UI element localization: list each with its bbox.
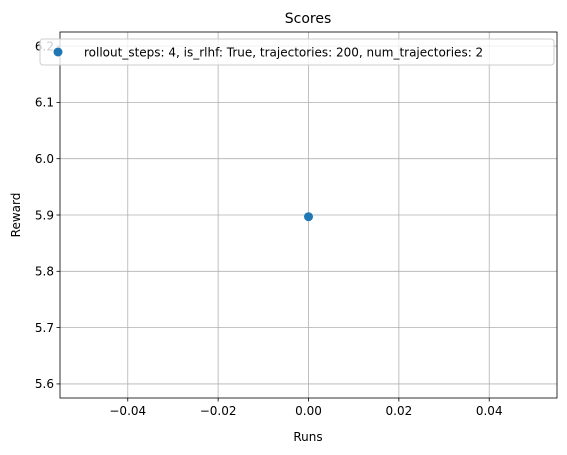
y-tick-label: 5.6 (35, 377, 54, 391)
x-axis-ticks: −0.04 −0.02 0.00 0.02 0.04 (109, 398, 503, 418)
data-points (304, 212, 313, 222)
y-tick-label: 6.0 (35, 152, 54, 166)
data-point (304, 212, 313, 222)
legend-label: rollout_steps: 4, is_rlhf: True, traject… (84, 46, 483, 60)
legend-box (39, 38, 555, 66)
chart-title: Scores (285, 11, 332, 27)
legend: rollout_steps: 4, is_rlhf: True, traject… (39, 38, 555, 66)
x-tick-label: −0.02 (200, 404, 237, 418)
y-axis-label: Reward (9, 193, 23, 238)
x-axis-label: Runs (293, 430, 322, 444)
x-tick-label: 0.00 (295, 404, 322, 418)
legend-marker (53, 47, 63, 57)
y-tick-label: 5.7 (35, 321, 54, 335)
y-tick-label: 5.9 (35, 208, 54, 222)
y-tick-label: 6.1 (35, 96, 54, 110)
y-tick-label: 5.8 (35, 265, 54, 279)
x-tick-label: 0.04 (476, 404, 503, 418)
x-tick-label: 0.02 (386, 404, 413, 418)
x-tick-label: −0.04 (109, 404, 146, 418)
